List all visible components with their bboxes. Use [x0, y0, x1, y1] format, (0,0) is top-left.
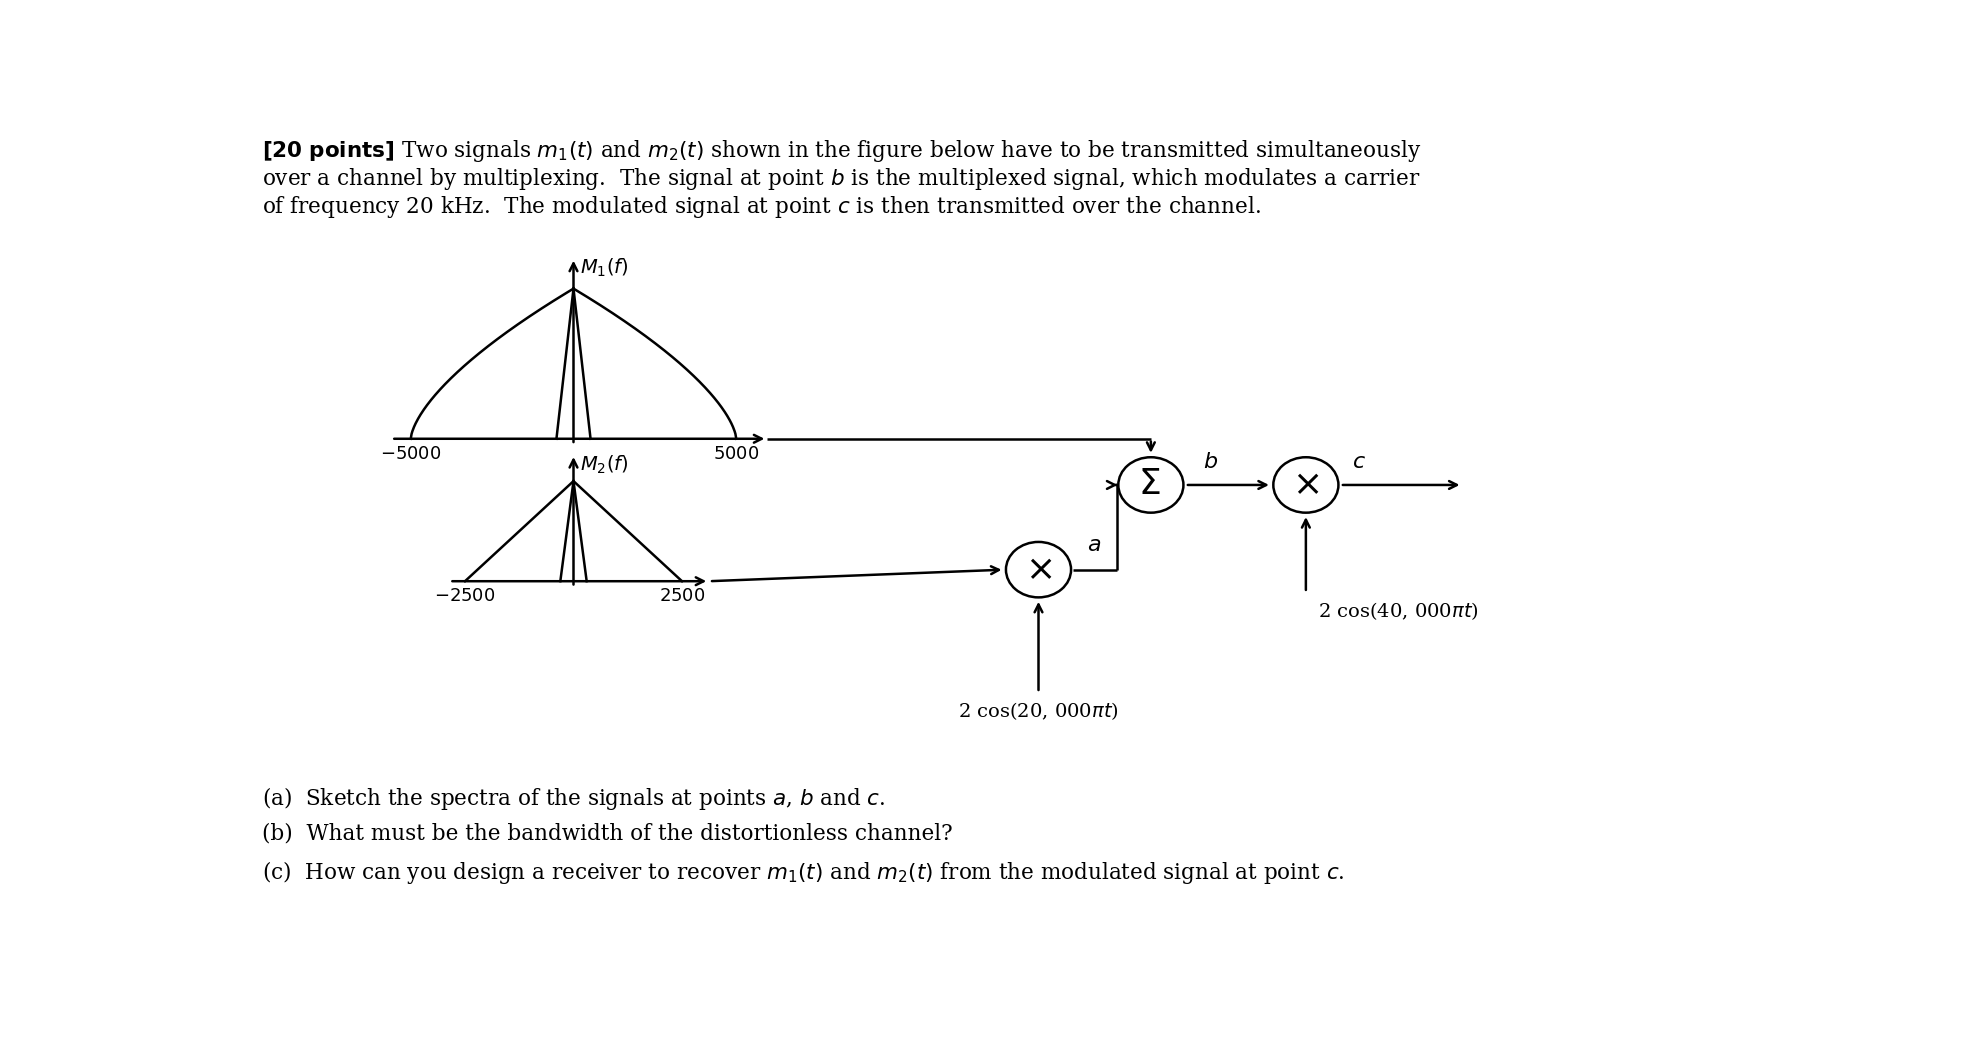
Text: $b$: $b$ — [1202, 451, 1218, 473]
Text: (c)  How can you design a receiver to recover $m_1(t)$ and $m_2(t)$ from the mod: (c) How can you design a receiver to rec… — [262, 860, 1345, 886]
Text: 2 cos(40, 000$\pi t$): 2 cos(40, 000$\pi t$) — [1317, 600, 1478, 622]
Text: $\times$: $\times$ — [1292, 467, 1319, 501]
Text: $-2500$: $-2500$ — [434, 587, 496, 605]
Text: over a channel by multiplexing.  The signal at point $b$ is the multiplexed sign: over a channel by multiplexing. The sign… — [262, 166, 1421, 193]
Ellipse shape — [1006, 542, 1071, 597]
Text: $5000$: $5000$ — [712, 445, 760, 463]
Text: $2500$: $2500$ — [659, 587, 704, 605]
Text: $M_1(f)$: $M_1(f)$ — [579, 256, 629, 279]
Text: $\Sigma$: $\Sigma$ — [1139, 467, 1161, 501]
Text: 2 cos(20, 000$\pi t$): 2 cos(20, 000$\pi t$) — [958, 700, 1119, 722]
Text: $\times$: $\times$ — [1026, 552, 1052, 586]
Text: (a)  Sketch the spectra of the signals at points $a$, $b$ and $c$.: (a) Sketch the spectra of the signals at… — [262, 785, 885, 812]
Text: (b)  What must be the bandwidth of the distortionless channel?: (b) What must be the bandwidth of the di… — [262, 822, 952, 844]
Text: $-5000$: $-5000$ — [381, 445, 442, 463]
Text: $c$: $c$ — [1353, 451, 1367, 473]
Text: $a$: $a$ — [1087, 534, 1101, 555]
Ellipse shape — [1274, 458, 1339, 513]
Ellipse shape — [1119, 458, 1182, 513]
Text: $M_2(f)$: $M_2(f)$ — [579, 454, 629, 477]
Text: of frequency 20 kHz.  The modulated signal at point $c$ is then transmitted over: of frequency 20 kHz. The modulated signa… — [262, 194, 1260, 220]
Text: $\mathbf{[20\ points]}$ Two signals $m_1(t)$ and $m_2(t)$ shown in the figure be: $\mathbf{[20\ points]}$ Two signals $m_1… — [262, 138, 1421, 165]
